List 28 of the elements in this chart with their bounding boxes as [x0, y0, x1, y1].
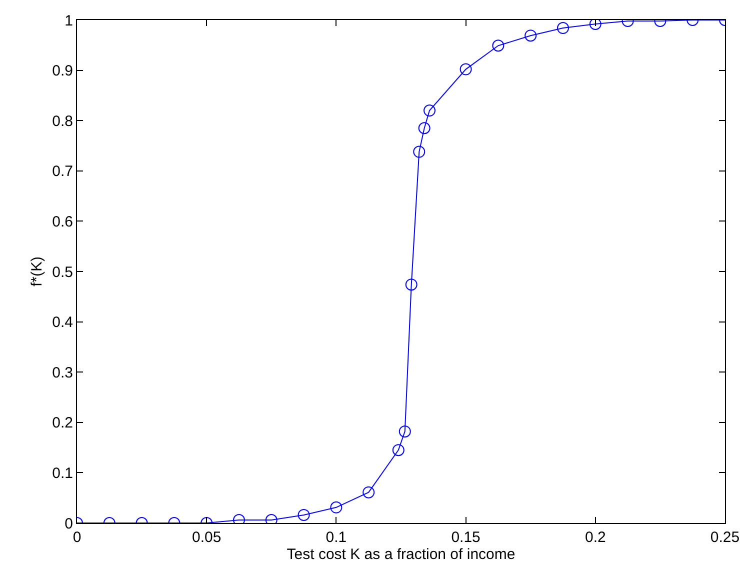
x-tick-label: 0.15 — [451, 529, 480, 546]
point — [589, 20, 602, 30]
point — [492, 40, 504, 52]
x-axis-title: Test cost K as a fraction of income — [286, 546, 516, 563]
point — [418, 122, 430, 134]
y-tick-label: 0.1 — [52, 464, 73, 482]
y-tick-label: 0.7 — [52, 163, 73, 180]
x-tick-label: 0.1 — [326, 529, 347, 546]
line-series — [77, 20, 725, 523]
y-tick-label: 0.5 — [52, 264, 73, 281]
y-tick-label: 0.6 — [52, 213, 73, 230]
point — [405, 278, 418, 291]
point — [524, 30, 537, 42]
y-tick-label: 0.9 — [52, 62, 73, 80]
x-tick-label: 0.2 — [584, 529, 606, 546]
y-tick-label: 0.8 — [52, 112, 73, 130]
point — [557, 22, 569, 34]
x-tick-label: 0.25 — [710, 529, 740, 546]
y-tick-label: 1 — [64, 12, 73, 30]
y-axis-title: f*(K) — [28, 256, 46, 286]
y-tick-label: 0.2 — [52, 414, 73, 432]
y-tick-label: 0 — [64, 515, 73, 532]
y-tick-label: 0.4 — [52, 314, 73, 332]
point — [413, 146, 426, 158]
point — [460, 63, 472, 76]
y-tick-label: 0.3 — [52, 364, 73, 382]
x-tick-label: 0.05 — [192, 529, 222, 546]
point — [424, 104, 436, 117]
